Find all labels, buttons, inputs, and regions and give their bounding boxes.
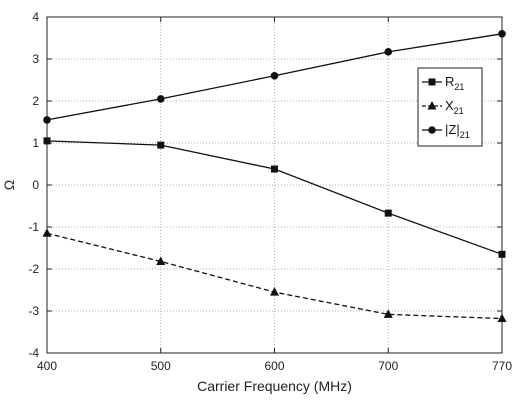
x-tick-label: 500 bbox=[151, 359, 171, 373]
y-tick-label: 4 bbox=[32, 10, 39, 24]
series-1 bbox=[42, 228, 507, 323]
x-tick-label: 400 bbox=[37, 359, 57, 373]
marker-triangle bbox=[383, 309, 393, 318]
y-tick-label: 3 bbox=[32, 52, 39, 66]
x-axis: 400 500 600 700 770 bbox=[37, 17, 512, 373]
marker-square bbox=[271, 165, 278, 173]
marker-circle bbox=[498, 30, 506, 38]
y-tick-label: 2 bbox=[32, 94, 39, 108]
y-tick-label: 1 bbox=[32, 136, 39, 150]
grid-lines bbox=[47, 17, 502, 353]
marker-circle bbox=[428, 126, 436, 134]
marker-square bbox=[384, 209, 392, 217]
x-tick-label: 700 bbox=[378, 359, 398, 373]
legend-label-subscript: 21 bbox=[460, 130, 470, 140]
x-tick-label: 770 bbox=[492, 359, 512, 373]
marker-circle bbox=[156, 95, 165, 103]
marker-circle bbox=[384, 48, 393, 56]
series-2 bbox=[43, 30, 506, 124]
marker-triangle bbox=[497, 313, 507, 323]
legend-label-subscript: 21 bbox=[454, 106, 464, 116]
x-axis-label: Carrier Frequency (MHz) bbox=[197, 378, 352, 394]
marker-triangle bbox=[42, 228, 52, 237]
marker-square bbox=[157, 141, 165, 149]
y-tick-label: -4 bbox=[28, 346, 39, 360]
marker-square bbox=[498, 250, 506, 258]
marker-circle bbox=[270, 72, 279, 80]
y-tick-label: -2 bbox=[28, 262, 39, 276]
marker-triangle bbox=[270, 287, 279, 296]
y-axis: -4 -3 -2 -1 0 1 2 3 4 bbox=[28, 10, 502, 360]
marker-square bbox=[43, 137, 51, 145]
marker-triangle bbox=[156, 256, 166, 265]
y-tick-label: -3 bbox=[28, 304, 39, 318]
series-0 bbox=[43, 137, 506, 258]
legend-label-subscript: 21 bbox=[454, 82, 464, 92]
x-tick-label: 600 bbox=[264, 359, 284, 373]
y-tick-label: -1 bbox=[28, 220, 39, 234]
y-tick-label: 0 bbox=[32, 178, 39, 192]
series-layer bbox=[42, 30, 507, 323]
marker-circle bbox=[43, 116, 51, 124]
marker-square bbox=[428, 78, 436, 86]
y-axis-label: Ω bbox=[1, 180, 17, 190]
marker-triangle bbox=[427, 101, 437, 110]
